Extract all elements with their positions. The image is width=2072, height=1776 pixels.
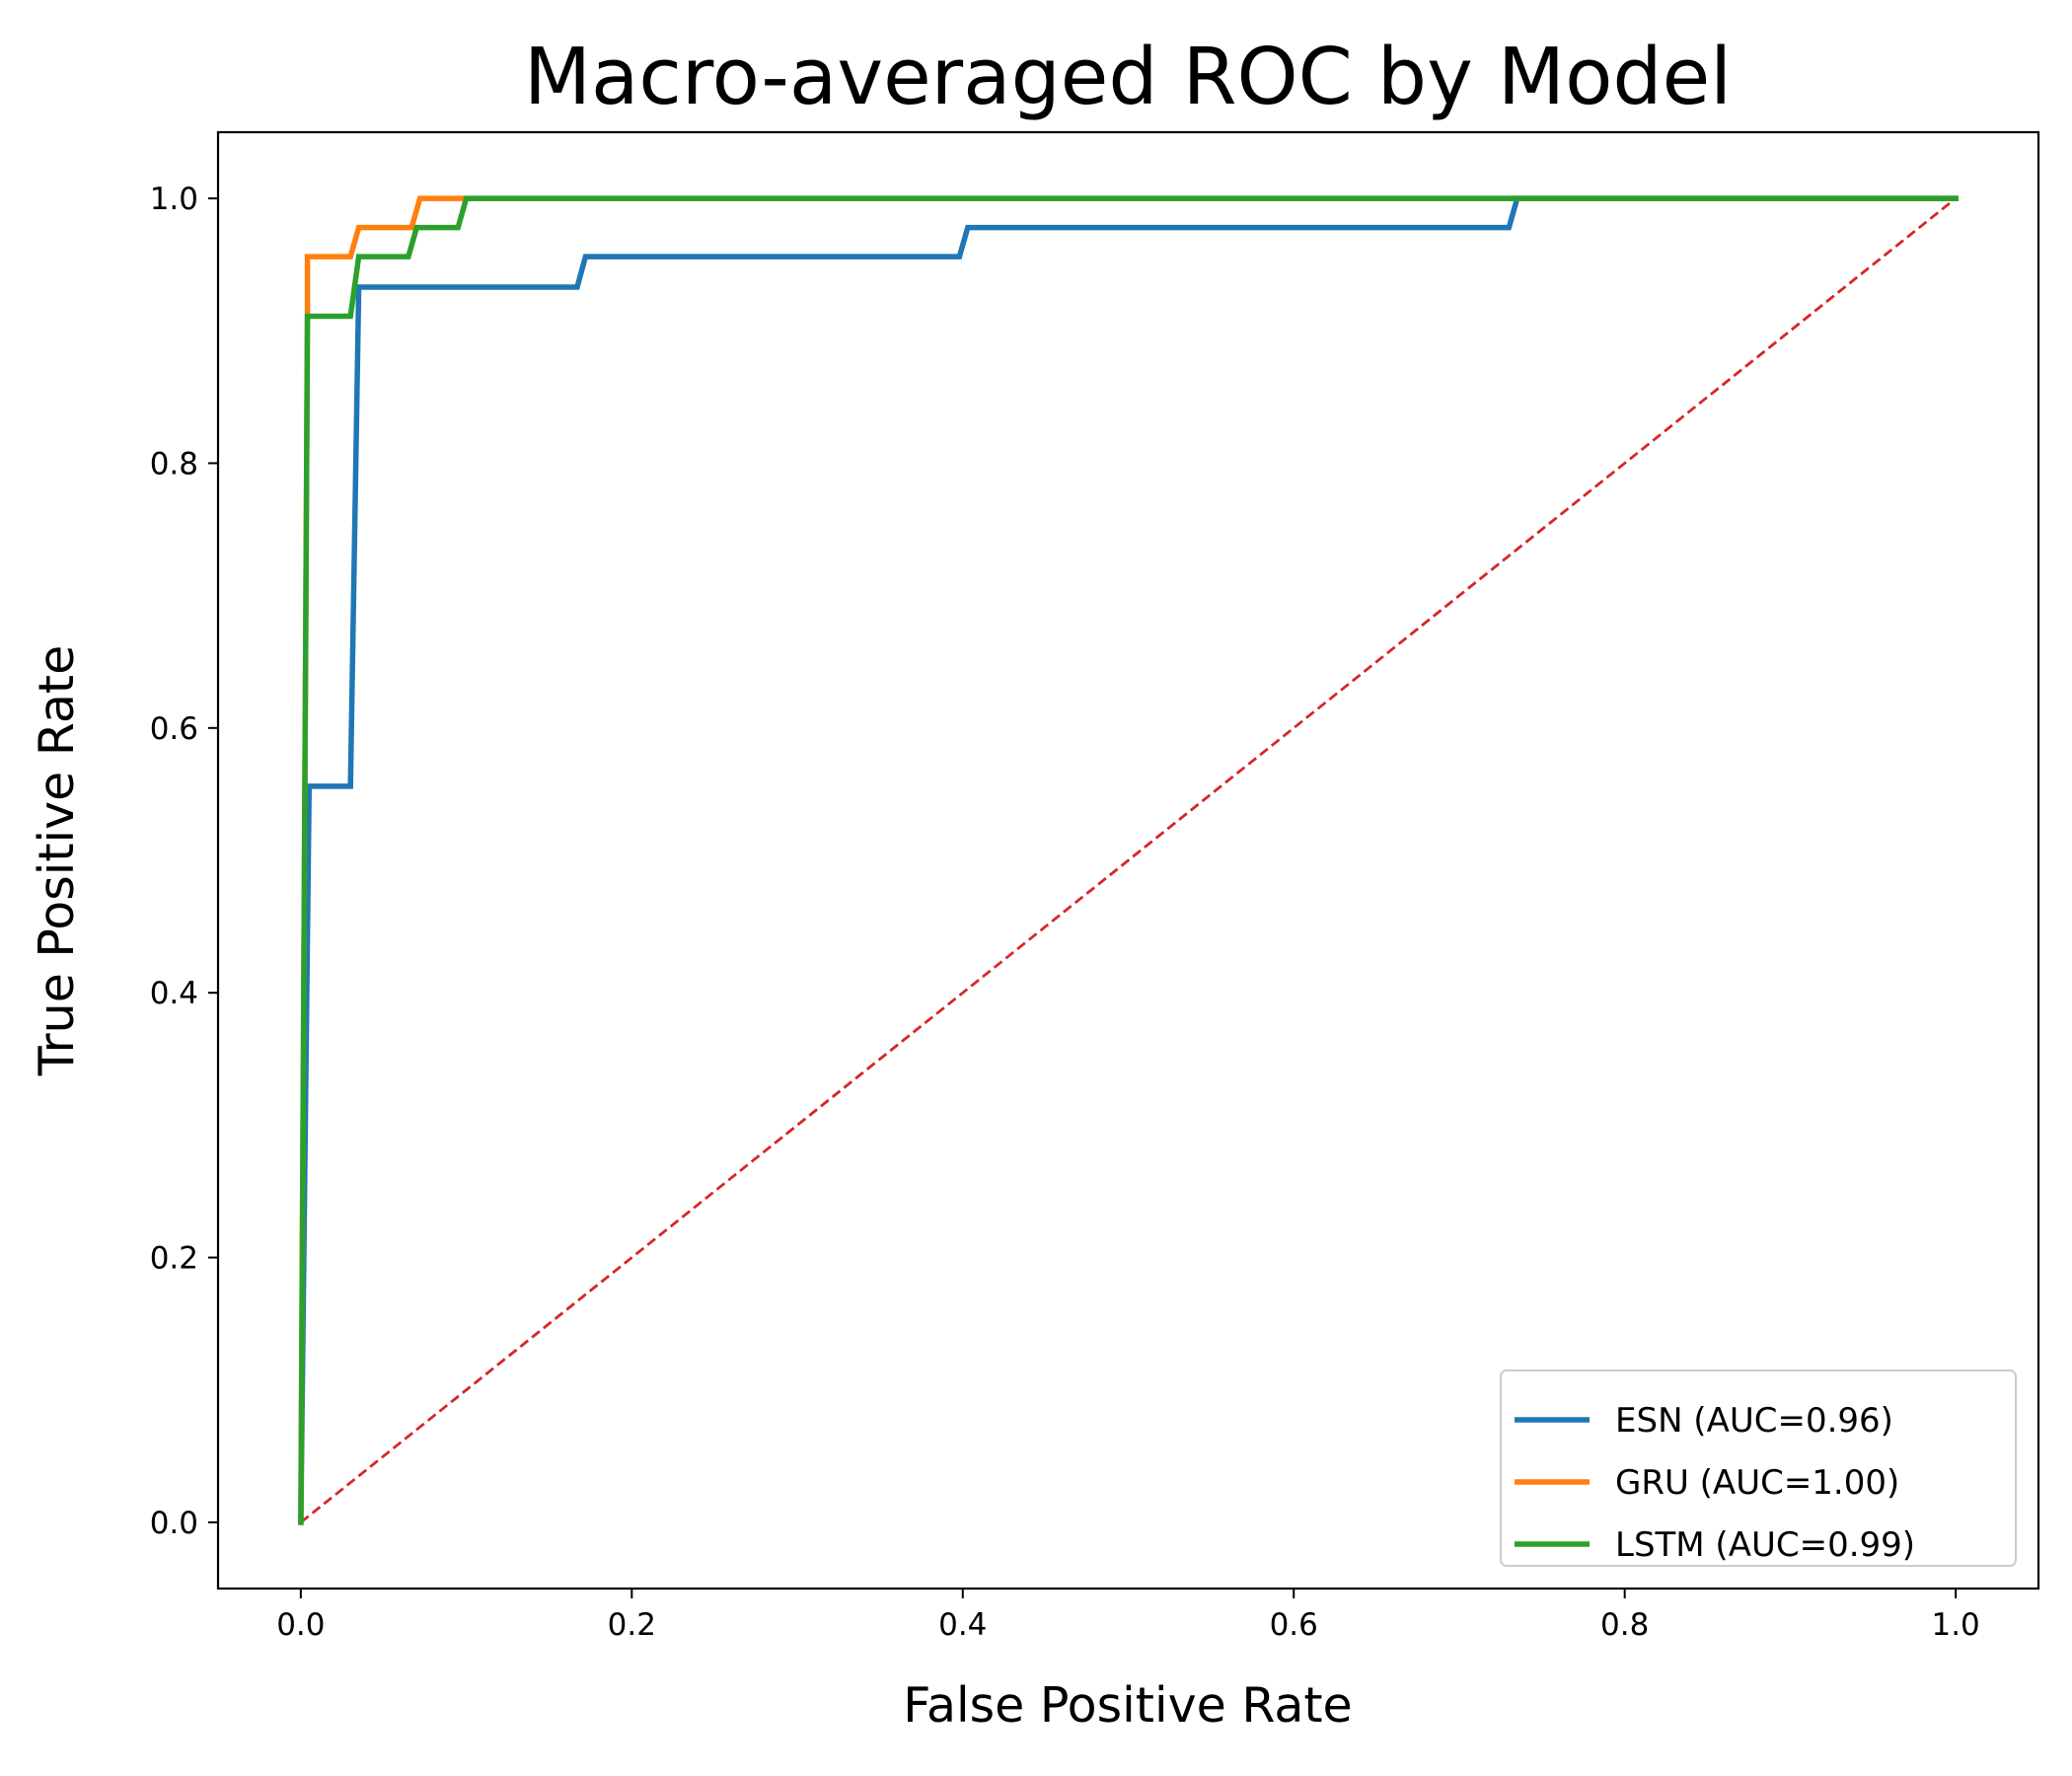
axes-frame: [216, 130, 2040, 1591]
legend-label: GRU (AUC=1.00): [1615, 1463, 1899, 1503]
x-tick-label: 0.4: [938, 1607, 987, 1643]
y-tick-label: 0.8: [150, 446, 198, 481]
y-tick-label: 1.0: [150, 182, 198, 217]
chance-reference-line: [299, 196, 1958, 1524]
series-line-gru: [298, 195, 1959, 1525]
legend: ESN (AUC=0.96) GRU (AUC=1.00) LSTM (AUC=0.…: [1500, 1369, 2017, 1567]
chart-title: Macro-averaged ROC by Model: [524, 32, 1732, 122]
plot-area: 0.0 0.2 0.4 0.6 0.8 1.0 0.0 0.2 0.4 0.6 0.8 1.0: [150, 130, 2040, 1643]
legend-label: LSTM (AUC=0.99): [1615, 1525, 1915, 1565]
x-tick-label: 0.6: [1270, 1607, 1318, 1643]
x-axis-title: False Positive Rate: [903, 1677, 1352, 1734]
y-tick-label: 0.4: [150, 976, 198, 1011]
series-line-lstm: [298, 195, 1959, 1525]
y-tick-label: 0.2: [150, 1241, 198, 1277]
x-tick-label: 0.0: [276, 1607, 325, 1643]
y-tick-label: 0.0: [150, 1506, 198, 1541]
x-tick-label: 1.0: [1931, 1607, 1979, 1643]
y-axis-title: True Positive Rate: [29, 645, 85, 1076]
series-line-esn: [298, 195, 1959, 1525]
legend-box: [1500, 1369, 2017, 1567]
y-tick-label: 0.6: [150, 711, 198, 747]
x-tick-label: 0.8: [1600, 1607, 1649, 1643]
legend-label: ESN (AUC=0.96): [1615, 1401, 1893, 1441]
x-tick-label: 0.2: [608, 1607, 656, 1643]
